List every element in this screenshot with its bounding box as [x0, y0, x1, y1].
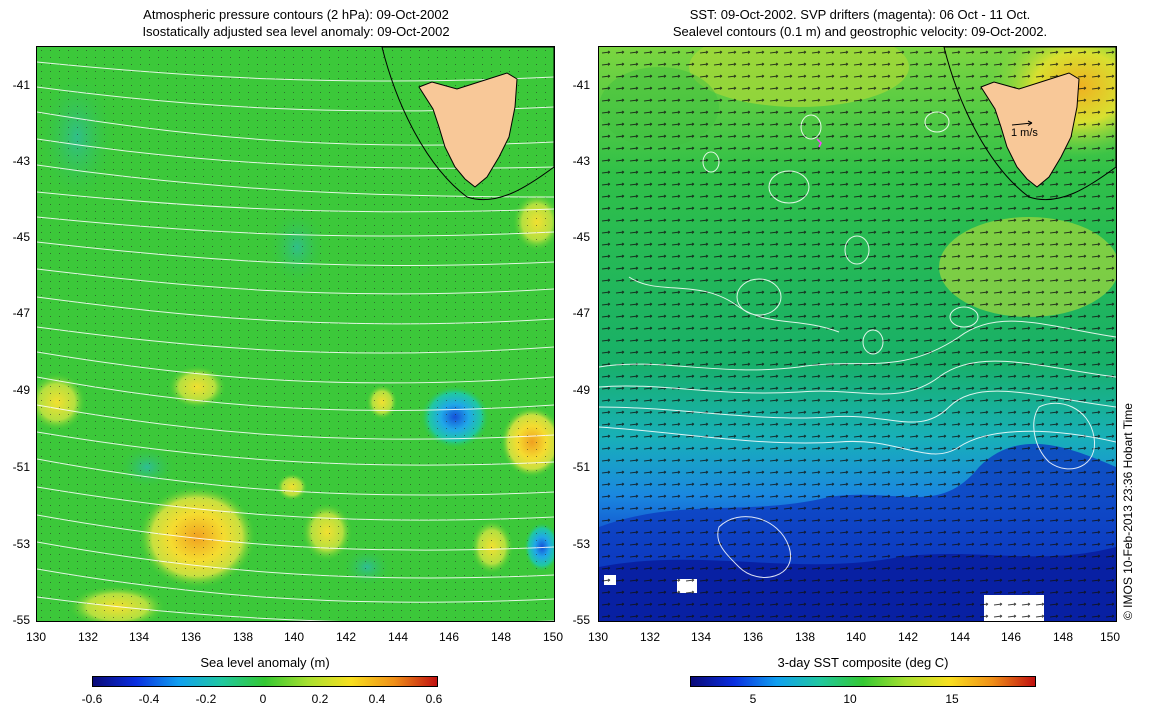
left-title-line1: Atmospheric pressure contours (2 hPa): 0…: [143, 7, 449, 22]
right-title-line2: Sealevel contours (0.1 m) and geostrophi…: [672, 24, 1048, 39]
left-x-tick: 130: [25, 630, 47, 644]
right-x-tick: 132: [639, 630, 661, 644]
sla-colorbar-tick: -0.2: [195, 692, 217, 706]
right-x-tick: 140: [845, 630, 867, 644]
sla-colorbar-tick: 0.2: [311, 692, 329, 706]
left-y-tick: -55: [12, 613, 30, 627]
left-title: Atmospheric pressure contours (2 hPa): 0…: [36, 6, 556, 40]
left-y-tick: -53: [12, 537, 30, 551]
velocity-scale-arrow-icon: [1011, 120, 1033, 126]
left-x-tick: 136: [180, 630, 202, 644]
velocity-scale-label: 1 m/s: [1011, 127, 1038, 139]
tasmania-land: [381, 47, 554, 201]
sla-colorbar-tick: -0.6: [81, 692, 103, 706]
right-y-tick: -45: [572, 230, 590, 244]
left-x-tick: 140: [283, 630, 305, 644]
sla-colorbar-tick: 0: [259, 692, 267, 706]
right-title: SST: 09-Oct-2002. SVP drifters (magenta)…: [590, 6, 1130, 40]
right-x-tick: 136: [742, 630, 764, 644]
left-y-tick: -51: [12, 460, 30, 474]
sealevel-contours: [599, 111, 1116, 578]
imos-credit: © IMOS 10-Feb-2013 23:36 Hobart Time: [1121, 403, 1135, 620]
sla-colorbar-tick: -0.4: [138, 692, 160, 706]
left-y-tick: -47: [12, 306, 30, 320]
left-y-tick: -49: [12, 383, 30, 397]
sla-colorbar-tick: 0.6: [425, 692, 443, 706]
sst-map[interactable]: 1 m/s: [598, 46, 1117, 622]
right-title-line1: SST: 09-Oct-2002. SVP drifters (magenta)…: [689, 7, 1031, 22]
pressure-contours: [37, 61, 554, 621]
sla-colorbar-title: Sea level anomaly (m): [200, 655, 330, 670]
left-y-tick: -43: [12, 154, 30, 168]
sst-colorbar-tick: 10: [843, 692, 857, 706]
right-x-tick: 134: [690, 630, 712, 644]
right-x-tick: 130: [587, 630, 609, 644]
sst-colorbar-tick: 15: [945, 692, 959, 706]
right-y-tick: -47: [572, 306, 590, 320]
left-x-tick: 144: [387, 630, 409, 644]
right-x-tick: 146: [1000, 630, 1022, 644]
left-x-tick: 138: [232, 630, 254, 644]
right-x-tick: 148: [1052, 630, 1074, 644]
sst-colorbar: [690, 676, 1036, 687]
tasmania-land-sst: [943, 47, 1116, 201]
left-x-tick: 142: [335, 630, 357, 644]
right-x-tick: 144: [949, 630, 971, 644]
right-y-tick: -49: [572, 383, 590, 397]
sla-colorbar: [92, 676, 438, 687]
left-title-line2: Isostatically adjusted sea level anomaly…: [142, 24, 450, 39]
left-x-tick: 132: [77, 630, 99, 644]
right-y-tick: -43: [572, 154, 590, 168]
right-x-tick: 150: [1099, 630, 1121, 644]
right-y-tick: -51: [572, 460, 590, 474]
right-y-tick: -53: [572, 537, 590, 551]
left-x-tick: 150: [542, 630, 564, 644]
right-x-tick: 142: [897, 630, 919, 644]
sst-colorbar-tick: 5: [749, 692, 757, 706]
sea-level-anomaly-map[interactable]: [36, 46, 555, 622]
right-y-tick: -41: [572, 78, 590, 92]
left-x-tick: 146: [438, 630, 460, 644]
left-y-tick: -41: [12, 78, 30, 92]
right-x-tick: 138: [794, 630, 816, 644]
left-y-tick: -45: [12, 230, 30, 244]
svp-drifter-track: [816, 138, 822, 148]
right-y-tick: -55: [572, 613, 590, 627]
left-x-tick: 148: [490, 630, 512, 644]
sla-colorbar-tick: 0.4: [368, 692, 386, 706]
left-x-tick: 134: [128, 630, 150, 644]
sst-colorbar-title: 3-day SST composite (deg C): [777, 655, 949, 670]
